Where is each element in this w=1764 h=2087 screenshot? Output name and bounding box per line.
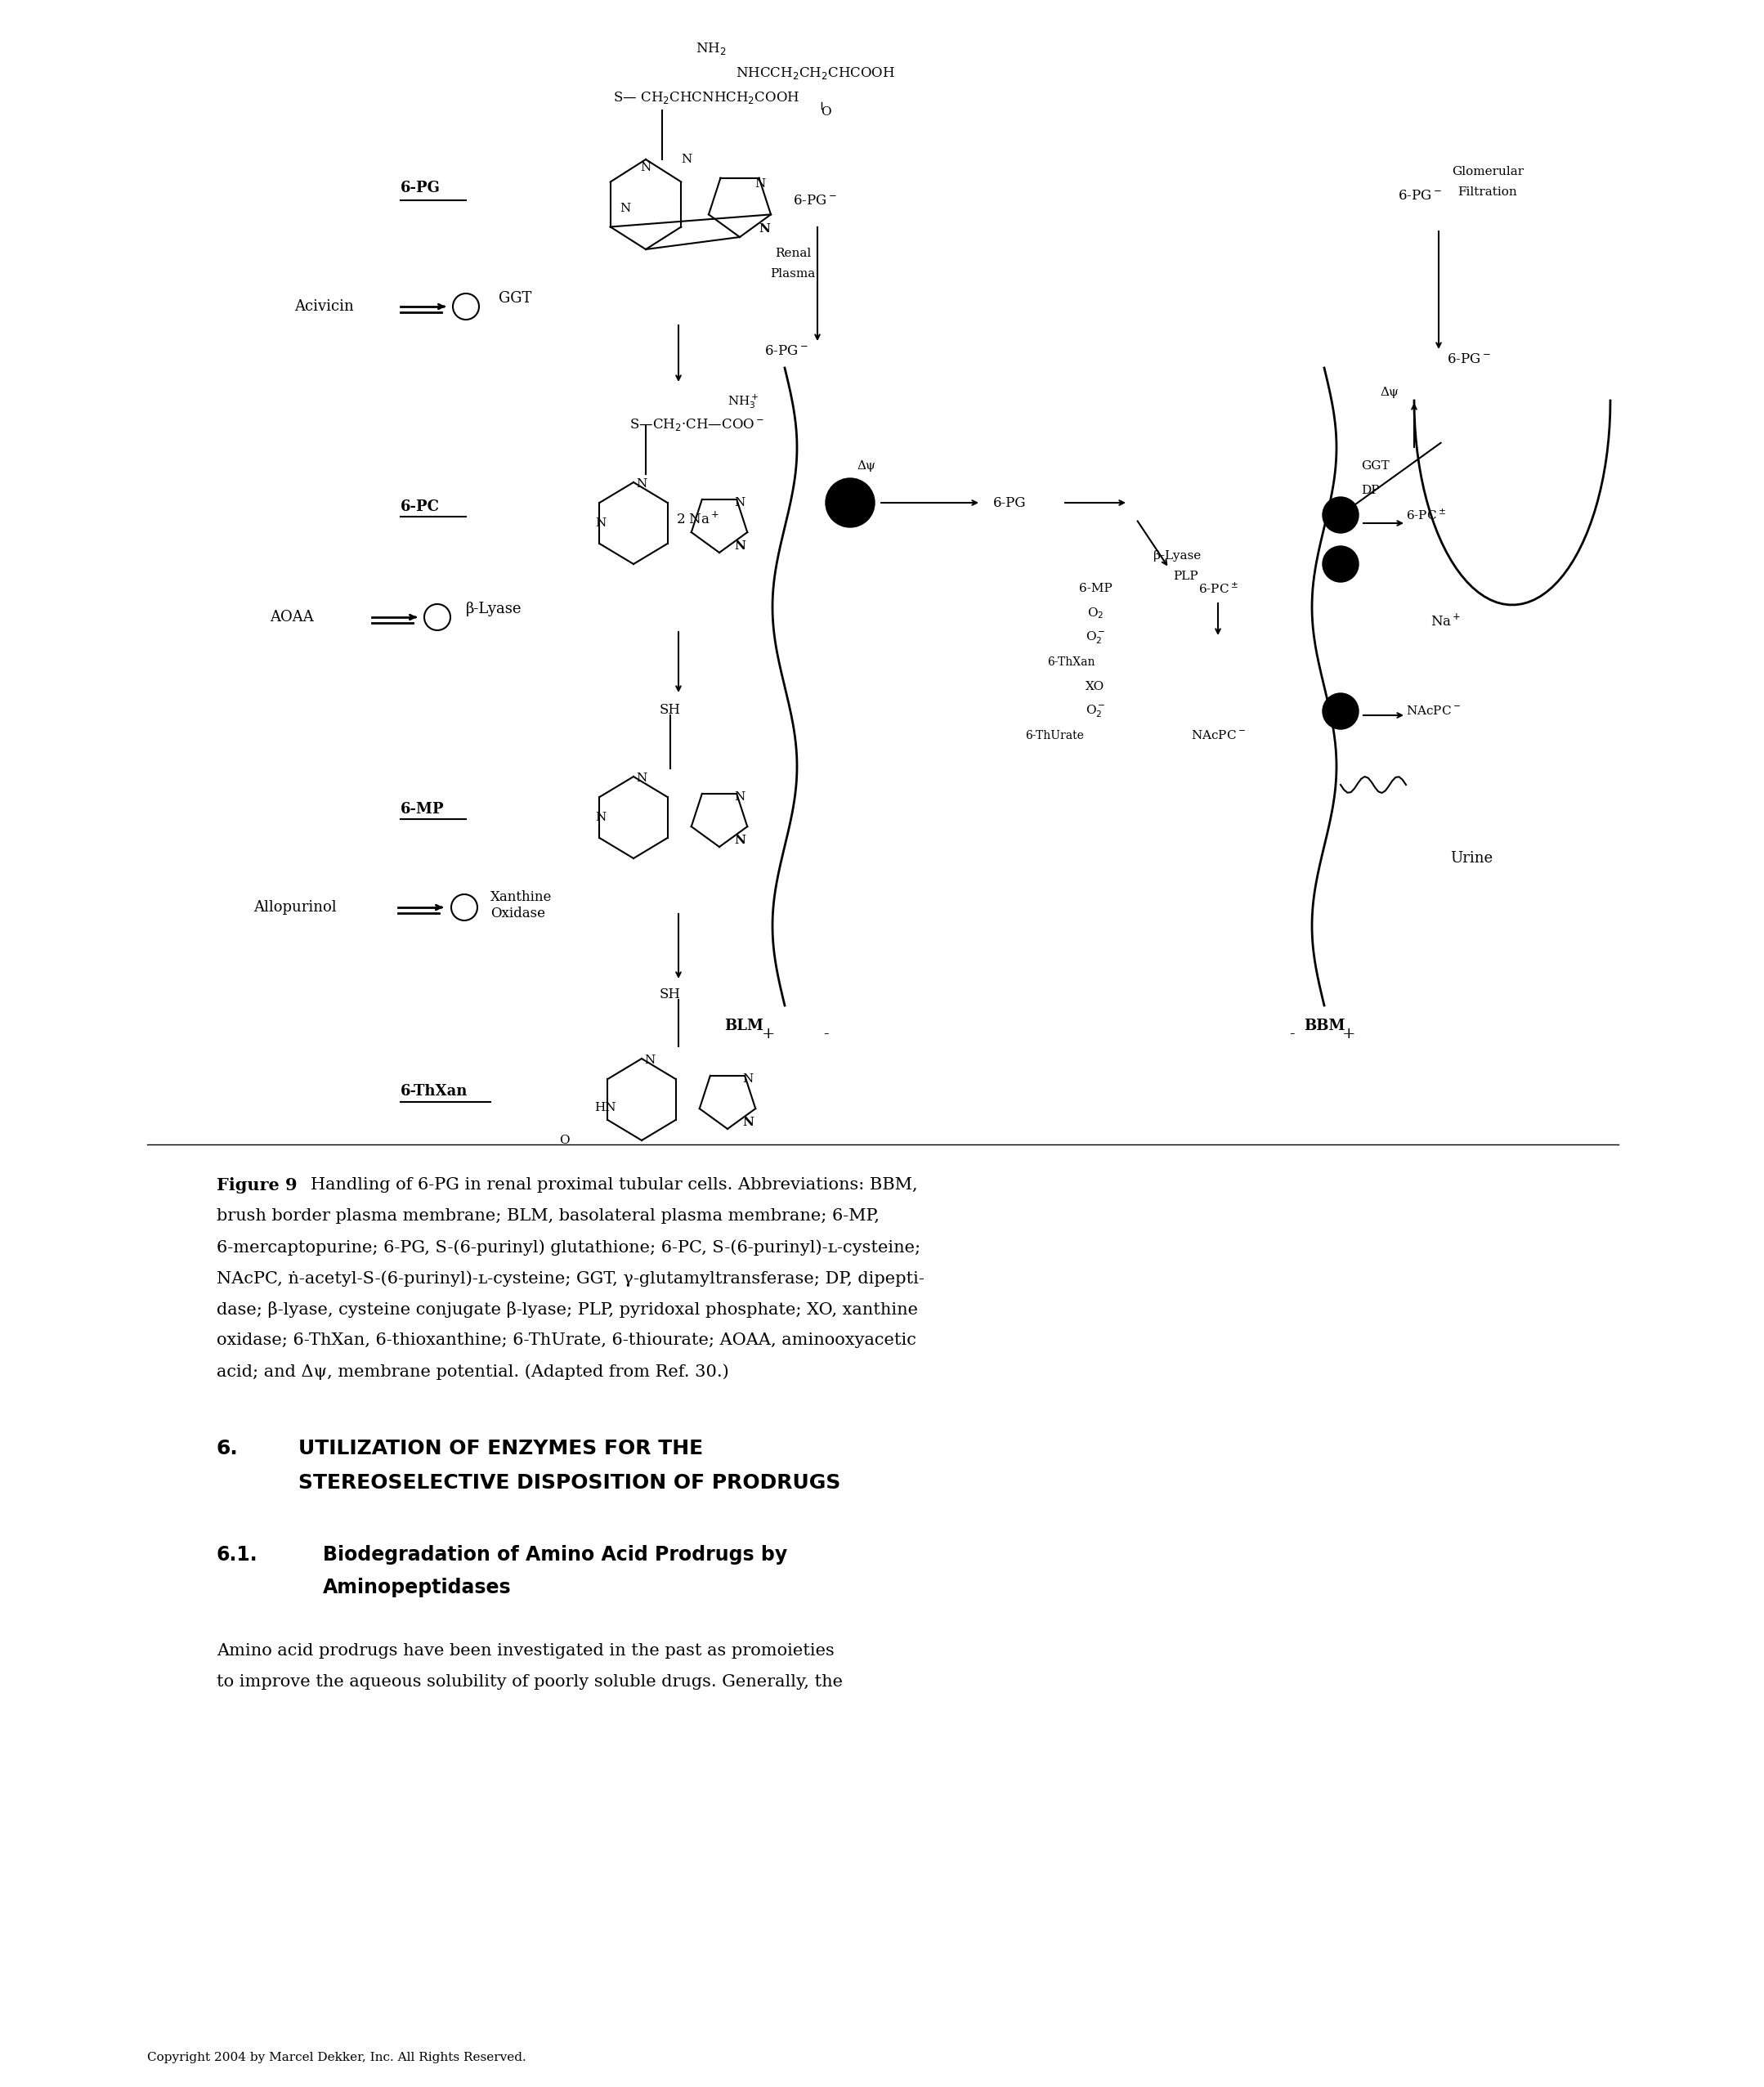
Text: N: N <box>759 223 769 234</box>
Text: PLP: PLP <box>1173 570 1198 582</box>
Text: 6-PC$^\pm$: 6-PC$^\pm$ <box>1406 507 1446 522</box>
Text: 2 Na$^+$: 2 Na$^+$ <box>676 511 720 528</box>
Text: NAcPC$^-$: NAcPC$^-$ <box>1191 730 1245 741</box>
Text: GGT: GGT <box>499 290 531 305</box>
Text: N: N <box>734 791 744 803</box>
Text: 6-PG$^-$: 6-PG$^-$ <box>792 194 836 207</box>
Text: N: N <box>640 163 651 173</box>
Text: 6-ThUrate: 6-ThUrate <box>1025 730 1083 741</box>
Text: O: O <box>820 106 831 117</box>
Text: N: N <box>681 154 691 165</box>
Text: Δψ: Δψ <box>1379 386 1399 399</box>
Text: 6-MP: 6-MP <box>400 801 445 816</box>
Text: BBM: BBM <box>1304 1018 1344 1033</box>
Text: UTILIZATION OF ENZYMES FOR THE: UTILIZATION OF ENZYMES FOR THE <box>298 1438 704 1459</box>
Text: oxidase; 6-ThXan, 6-thioxanthine; 6-ThUrate, 6-thiourate; AOAA, aminooxyacetic: oxidase; 6-ThXan, 6-thioxanthine; 6-ThUr… <box>217 1332 916 1348</box>
Text: N: N <box>619 202 632 215</box>
Circle shape <box>826 478 875 528</box>
Circle shape <box>453 294 480 319</box>
Text: Δψ: Δψ <box>857 461 875 472</box>
Text: 6.1.: 6.1. <box>217 1544 258 1565</box>
Text: β-Lyase: β-Lyase <box>466 601 522 616</box>
Text: NAcPC, ṅ-acetyl-S-(6-purinyl)-ʟ-cysteine; GGT, γ-glutamyltransferase; DP, dipept: NAcPC, ṅ-acetyl-S-(6-purinyl)-ʟ-cysteine… <box>217 1271 924 1286</box>
Circle shape <box>1323 497 1358 532</box>
Text: N: N <box>596 812 607 822</box>
Text: ⊖: ⊖ <box>430 609 445 624</box>
Text: N: N <box>755 177 766 190</box>
Text: N: N <box>743 1117 753 1129</box>
Text: Filtration: Filtration <box>1459 186 1517 198</box>
Text: Urine: Urine <box>1450 851 1492 866</box>
Text: BLM: BLM <box>725 1018 764 1033</box>
Text: XO: XO <box>1087 680 1104 693</box>
Text: O$_2^-$: O$_2^-$ <box>1085 630 1106 645</box>
Text: +: + <box>762 1027 774 1041</box>
Text: S—CH$_2$·CH—COO$^-$: S—CH$_2$·CH—COO$^-$ <box>630 417 764 432</box>
Text: NH$_3^+$: NH$_3^+$ <box>727 392 759 411</box>
Text: Xanthine: Xanthine <box>490 891 552 904</box>
Text: NAcPC$^-$: NAcPC$^-$ <box>1406 705 1461 718</box>
Text: N: N <box>743 1073 753 1085</box>
Text: N: N <box>596 518 607 528</box>
Text: -: - <box>1289 1027 1295 1041</box>
Text: Biodegradation of Amino Acid Prodrugs by: Biodegradation of Amino Acid Prodrugs by <box>323 1544 787 1565</box>
Text: 6-PG: 6-PG <box>400 182 441 196</box>
Text: N: N <box>637 478 647 490</box>
Text: 6-mercaptopurine; 6-PG, S-(6-purinyl) glutathione; 6-PC, S-(6-purinyl)-ʟ-cystein: 6-mercaptopurine; 6-PG, S-(6-purinyl) gl… <box>217 1240 921 1256</box>
Text: -: - <box>822 1027 829 1041</box>
Text: 6-PG$^-$: 6-PG$^-$ <box>1397 190 1441 202</box>
Text: NHCCH$_2$CH$_2$CHCOOH: NHCCH$_2$CH$_2$CHCOOH <box>736 65 896 81</box>
Text: N: N <box>734 541 746 551</box>
Circle shape <box>1323 693 1358 728</box>
Text: 6.: 6. <box>217 1438 238 1459</box>
Text: N: N <box>637 772 647 785</box>
Text: 6-PC$^\pm$: 6-PC$^\pm$ <box>1198 582 1238 595</box>
Text: 6-PG$^-$: 6-PG$^-$ <box>764 344 808 359</box>
Text: Na$^+$: Na$^+$ <box>1431 614 1461 628</box>
Text: N: N <box>644 1054 654 1066</box>
Text: β-Lyase: β-Lyase <box>1154 551 1201 561</box>
Text: GGT: GGT <box>1362 461 1390 472</box>
Text: to improve the aqueous solubility of poorly soluble drugs. Generally, the: to improve the aqueous solubility of poo… <box>217 1674 843 1690</box>
Text: Plasma: Plasma <box>771 267 815 280</box>
Text: Glomerular: Glomerular <box>1452 167 1524 177</box>
Text: Allopurinol: Allopurinol <box>254 899 337 914</box>
Text: Aminopeptidases: Aminopeptidases <box>323 1578 512 1597</box>
Text: O$_2$: O$_2$ <box>1087 605 1104 620</box>
Text: brush border plasma membrane; BLM, basolateral plasma membrane; 6-MP,: brush border plasma membrane; BLM, basol… <box>217 1208 880 1223</box>
Circle shape <box>1323 547 1358 582</box>
Text: ⊖: ⊖ <box>457 899 471 914</box>
Text: DP: DP <box>1362 484 1379 497</box>
Text: STEREOSELECTIVE DISPOSITION OF PRODRUGS: STEREOSELECTIVE DISPOSITION OF PRODRUGS <box>298 1473 841 1492</box>
Text: acid; and Δψ, membrane potential. (Adapted from Ref. 30.): acid; and Δψ, membrane potential. (Adapt… <box>217 1363 729 1380</box>
Text: Renal: Renal <box>774 248 811 259</box>
Text: 6-ThXan: 6-ThXan <box>400 1083 467 1098</box>
Text: Acivicin: Acivicin <box>295 298 355 313</box>
Text: 6-MP: 6-MP <box>1080 582 1111 595</box>
Text: O: O <box>559 1135 570 1146</box>
Circle shape <box>452 895 478 920</box>
Text: Amino acid prodrugs have been investigated in the past as promoieties: Amino acid prodrugs have been investigat… <box>217 1642 834 1659</box>
Text: Figure 9: Figure 9 <box>217 1177 298 1194</box>
Text: S— CH$_2$CHCNHCH$_2$COOH: S— CH$_2$CHCNHCH$_2$COOH <box>614 90 799 106</box>
Circle shape <box>425 603 450 630</box>
Text: 6-PG: 6-PG <box>993 497 1027 509</box>
Text: Copyright 2004 by Marcel Dekker, Inc. All Rights Reserved.: Copyright 2004 by Marcel Dekker, Inc. Al… <box>146 2052 526 2064</box>
Text: Handling of 6-PG in renal proximal tubular cells. Abbreviations: BBM,: Handling of 6-PG in renal proximal tubul… <box>310 1177 917 1192</box>
Text: N: N <box>734 497 744 509</box>
Text: dase; β-lyase, cysteine conjugate β-lyase; PLP, pyridoxal phosphate; XO, xanthin: dase; β-lyase, cysteine conjugate β-lyas… <box>217 1302 917 1317</box>
Text: 6-PG$^-$: 6-PG$^-$ <box>1446 353 1491 367</box>
Text: Oxidase: Oxidase <box>490 908 545 920</box>
Text: 6-PC: 6-PC <box>400 499 439 513</box>
Text: NH$_2$: NH$_2$ <box>695 42 727 56</box>
Text: 6-ThXan: 6-ThXan <box>1046 657 1095 668</box>
Text: ⊖: ⊖ <box>459 298 473 313</box>
Text: AOAA: AOAA <box>270 609 314 624</box>
Text: SH: SH <box>660 987 681 1002</box>
Text: N: N <box>734 835 746 845</box>
Text: SH: SH <box>660 703 681 718</box>
Text: +: + <box>1342 1027 1355 1041</box>
Text: O$_2^-$: O$_2^-$ <box>1085 703 1106 720</box>
Text: HN: HN <box>594 1102 616 1112</box>
